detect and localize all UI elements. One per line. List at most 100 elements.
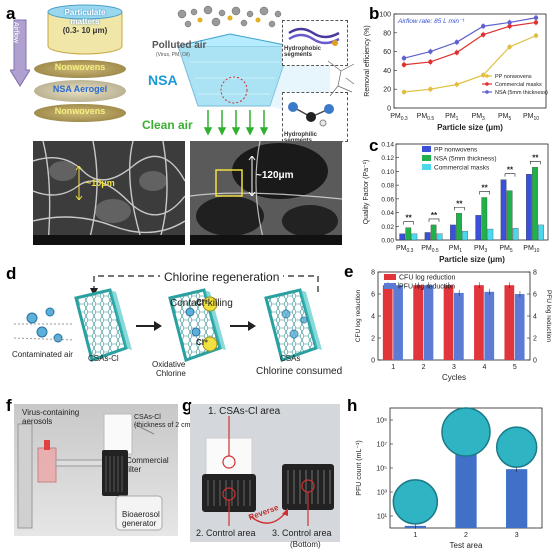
chart-c-significance-bracket xyxy=(504,173,516,177)
chart-b-point xyxy=(481,32,486,37)
regeneration-arrow xyxy=(90,275,319,296)
polluted-air-label: Polluted air xyxy=(152,40,207,51)
chart-c-bar xyxy=(430,224,437,241)
photo-g xyxy=(190,404,340,542)
chart-b-point xyxy=(481,24,486,29)
panel-label-g: g xyxy=(182,396,193,415)
chart-b-legend-marker xyxy=(485,74,489,78)
chart-b-ytick-label: 60 xyxy=(383,49,391,56)
chart-c-bar xyxy=(526,174,532,241)
chart-c-ytick-label: 0.14 xyxy=(381,142,394,149)
chart-c-xtick-label: PM0.3 xyxy=(396,245,414,254)
chart-b-ytick-label: 80 xyxy=(383,30,391,37)
panel-label-d: d xyxy=(6,264,17,283)
hydrophobic-label: Hydrophobic segments xyxy=(284,46,321,58)
airflow-arrow-icon xyxy=(10,19,30,87)
chart-e-bar xyxy=(474,285,484,360)
chart-c-xtick-label: PM0.5 xyxy=(421,245,439,254)
chart-c-bar xyxy=(456,213,462,241)
chart-c-significance-label: ** xyxy=(456,199,463,208)
chart-e-legend-swatch xyxy=(384,274,396,280)
chart-e-ytick-label-left: 0 xyxy=(371,358,375,365)
petri-dish-image xyxy=(441,407,491,457)
chart-c-xtick-label: PM5 xyxy=(499,245,513,254)
chart-e-legend-label: CFU log reduction xyxy=(399,275,456,282)
hydrophobic-molecule-icon xyxy=(288,27,340,46)
chart-e-legend-label: PFU log reduction xyxy=(399,284,455,291)
chart-e-log-reduction: 0 0 2 2 4 4 6 6 8 8 1 2 3 4 5 Cycles CFU log reduction PF… xyxy=(355,270,552,383)
chart-c-significance-bracket xyxy=(454,206,465,211)
chart-e-xtick-label: 5 xyxy=(513,364,517,371)
nsa-label: NSA xyxy=(148,72,178,88)
chart-h-ytick-label: 10¹ xyxy=(377,514,388,521)
chart-h-xtick-label: 3 xyxy=(515,532,519,539)
chlorine-consumed-label: Chlorine consumed xyxy=(256,366,343,377)
chart-b-point xyxy=(533,20,539,25)
chart-c-bar xyxy=(462,230,468,241)
panel-label-b: b xyxy=(369,4,380,23)
chart-c-significance-label: ** xyxy=(507,166,514,175)
cylinder-text-3: (0.3- 10 μm) xyxy=(62,26,108,35)
chart-h-ytick-label: 10⁷ xyxy=(377,442,388,449)
filter-label: filter xyxy=(126,465,142,474)
commercial-filter-label: Commercial filter xyxy=(126,456,169,474)
chart-b-xtick-label: PM5 xyxy=(498,113,512,122)
commercial-label: Commercial xyxy=(126,456,169,465)
panel-label-c: c xyxy=(369,136,379,155)
chart-b-xtick-label: PM0.3 xyxy=(390,113,408,122)
chart-e-ytick-label-right: 2 xyxy=(533,336,537,343)
chart-e-ylabel-right: PFU log reduction xyxy=(545,290,552,342)
chart-b-frame xyxy=(393,13,547,109)
sem-scale-right: ~120μm xyxy=(256,170,294,181)
chart-b-legend-label: Commercial masks xyxy=(495,82,542,88)
nonwovens-top-layer xyxy=(34,60,126,78)
chart-b-xtick-label: PM3 xyxy=(472,113,486,122)
area2-label: 2. Control area xyxy=(196,528,256,538)
chart-h-xtick-label: 1 xyxy=(413,532,417,539)
area3-label: 3. Control area xyxy=(272,528,332,538)
chart-c-ytick-label: 0.00 xyxy=(381,238,394,245)
chart-e-bar xyxy=(423,285,434,360)
chart-c-ytick-label: 0.12 xyxy=(381,155,394,162)
chart-e-bar xyxy=(514,294,525,360)
csas-process-diagram xyxy=(14,288,322,362)
particulate-cylinder xyxy=(47,4,123,55)
chart-c-bar xyxy=(424,232,431,241)
sem-image-right xyxy=(190,141,342,245)
chart-e-ytick-label-right: 0 xyxy=(533,358,537,365)
chart-c-bar xyxy=(532,167,538,241)
chart-c-significance-bracket xyxy=(479,191,490,195)
csas-f-label: CSAs-Cl (thickness of 2 cm) xyxy=(134,414,193,430)
hydrophilic-inset xyxy=(282,92,348,142)
chart-c-xtick-label: PM3 xyxy=(474,245,487,254)
chart-h-bar xyxy=(506,469,528,528)
chart-c-significance-label: ** xyxy=(406,214,413,223)
chart-b-point xyxy=(428,49,433,54)
cylinder-text-2: matters xyxy=(70,17,100,26)
chart-c-significance-bracket xyxy=(403,221,414,225)
chart-b-point xyxy=(533,33,539,38)
chart-h-ylabel: PFU count (mL⁻¹) xyxy=(356,440,363,495)
panel-label-h: h xyxy=(347,396,358,415)
sem-scale-arrow-right xyxy=(248,156,256,196)
cylinder-text-1: Particulate xyxy=(64,8,106,17)
petri-dish-image xyxy=(495,426,538,468)
chart-c-xtick-label: PM1 xyxy=(449,245,463,254)
virus-aerosols-label: Virus-containing aerosols xyxy=(22,408,80,426)
chart-b-removal-efficiency: 0 20 40 60 80 100 PM0.3 PM0.5 PM1 PM3 PM5 PM10 Parti… xyxy=(364,12,548,133)
cl-plus-label-2: Cl⁺ xyxy=(196,338,209,347)
chart-c-ylabel: Quality Factor (Pa⁻¹) xyxy=(363,160,370,225)
chart-b-legend-label: PP nonwovens xyxy=(495,74,532,80)
chart-e-ytick-label-left: 4 xyxy=(371,314,375,321)
chart-b-point xyxy=(454,50,459,55)
chart-c-ytick-label: 0.08 xyxy=(381,183,394,190)
hydrophobic-inset xyxy=(282,20,348,66)
chart-c-bar xyxy=(512,228,519,241)
chart-e-ytick-label-left: 8 xyxy=(371,270,375,277)
chart-e-legend-swatch xyxy=(384,283,396,289)
chart-e-xtick-label: 2 xyxy=(422,364,426,371)
airflow-label: Airflow xyxy=(12,22,19,44)
chart-b-ytick-label: 0 xyxy=(387,106,391,113)
area3-text: 3. Control area xyxy=(272,528,332,538)
chart-b-ytick-label: 40 xyxy=(383,68,391,75)
